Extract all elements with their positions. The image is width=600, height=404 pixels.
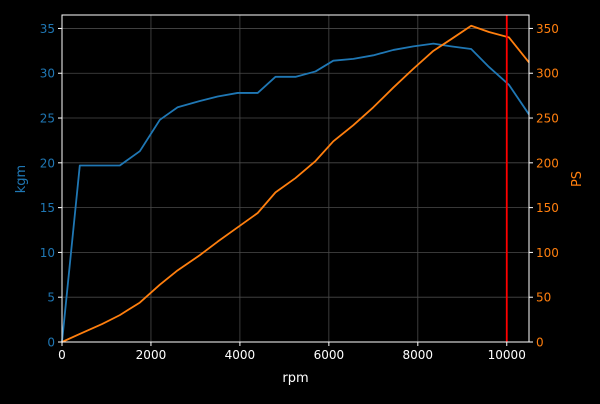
torque-series-line <box>61 42 530 343</box>
left-y-tick-label: 25 <box>40 112 55 126</box>
plot-border <box>61 14 530 343</box>
x-tick-label: 2000 <box>136 348 167 362</box>
left-y-tick-label: 0 <box>47 336 55 350</box>
right-y-tick-label: 0 <box>536 336 544 350</box>
right-y-tick-label: 300 <box>536 67 559 81</box>
left-y-tick-label: 15 <box>40 201 55 215</box>
x-axis-label: rpm <box>282 371 308 386</box>
series-lines <box>61 15 530 343</box>
x-tick-label: 10000 <box>488 348 526 362</box>
left-y-tick-label: 10 <box>40 246 55 260</box>
axis-ticks: 0 2000 4000 6000 8000 10000051015202530350501… <box>40 22 559 362</box>
left-y-axis-label: kgm <box>14 165 29 193</box>
plot-frame <box>61 14 530 343</box>
left-y-tick-label: 5 <box>47 291 55 305</box>
left-y-tick-label: 30 <box>40 67 55 81</box>
right-y-axis-label: PS <box>570 171 585 187</box>
x-tick-label: 0 <box>58 348 66 362</box>
left-y-tick-label: 35 <box>40 22 55 36</box>
right-y-tick-label: 250 <box>536 112 559 126</box>
x-tick-label: 4000 <box>225 348 256 362</box>
x-tick-label: 6000 <box>314 348 345 362</box>
power-series-line <box>61 24 530 343</box>
right-y-tick-label: 100 <box>536 246 559 260</box>
right-y-tick-label: 200 <box>536 156 559 170</box>
x-tick-label: 8000 <box>403 348 434 362</box>
right-y-tick-label: 150 <box>536 201 559 215</box>
left-y-tick-label: 20 <box>40 156 55 170</box>
right-y-tick-label: 350 <box>536 22 559 36</box>
right-y-tick-label: 50 <box>536 291 551 305</box>
